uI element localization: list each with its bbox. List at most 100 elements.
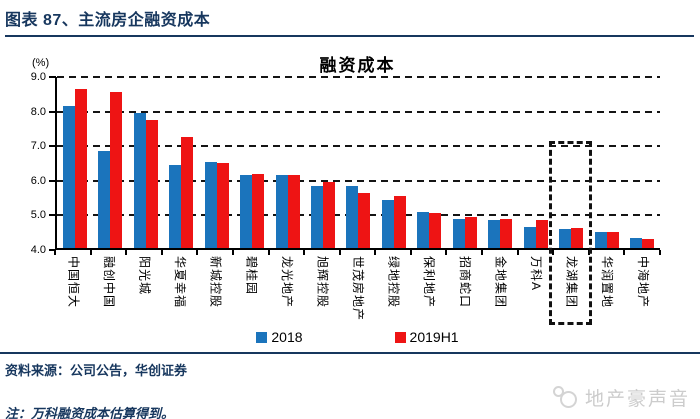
x-axis-tick-mark xyxy=(623,250,626,255)
legend-label: 2019H1 xyxy=(409,329,459,345)
bar-2019H1 xyxy=(535,220,548,248)
bar-group xyxy=(483,77,518,248)
footer: 资料来源：公司公告，华创证券 注：万科融资成本估算得到。 地产豪声音 xyxy=(0,354,700,419)
y-axis-tick-mark xyxy=(49,145,56,148)
x-axis-label: 华夏幸福 xyxy=(173,256,188,309)
bar-2019H1 xyxy=(181,137,194,248)
bar-2018 xyxy=(311,185,324,248)
x-axis-label-slot: 华夏幸福 xyxy=(162,256,198,330)
x-axis-tick-mark xyxy=(516,250,519,255)
figure-title: 图表 87、主流房企融资成本 xyxy=(5,12,211,29)
x-axis-tick-mark xyxy=(160,250,163,255)
legend-item-2018: 2018 xyxy=(256,329,303,345)
y-axis-tick-label: 4.0 xyxy=(30,244,46,256)
x-axis-label: 世茂房地产 xyxy=(351,256,366,322)
x-axis-label: 中海地产 xyxy=(635,256,650,309)
bar-group xyxy=(447,77,482,248)
bar-group xyxy=(199,77,234,248)
x-axis-label: 碧桂园 xyxy=(244,256,259,296)
bar-2019H1 xyxy=(323,182,336,248)
bar-2019H1 xyxy=(252,173,265,248)
x-axis-label-slot: 世茂房地产 xyxy=(340,256,376,330)
bar-group xyxy=(554,77,589,248)
legend-item-2019H1: 2019H1 xyxy=(394,329,459,345)
x-axis-label-slot: 招商蛇口 xyxy=(447,256,483,330)
bar-2019H1 xyxy=(393,196,406,248)
bar-2018 xyxy=(204,161,217,248)
x-axis-label: 新城控股 xyxy=(208,256,223,309)
y-axis-tick-label: 9.0 xyxy=(30,71,46,83)
bar-2018 xyxy=(98,151,111,248)
x-axis-tick-mark xyxy=(231,250,234,255)
header-divider xyxy=(5,35,694,37)
x-axis-label-slot: 保利地产 xyxy=(411,256,447,330)
x-axis-label: 融创中国 xyxy=(101,256,116,309)
x-axis-label-slot: 碧桂园 xyxy=(233,256,269,330)
bar-2018 xyxy=(630,237,643,248)
x-axis-tick-mark xyxy=(445,250,448,255)
bar-groups xyxy=(57,77,660,248)
x-axis-label-slot: 旭辉控股 xyxy=(304,256,340,330)
x-axis-tick-mark xyxy=(338,250,341,255)
bar-group xyxy=(625,77,660,248)
y-axis-tick-label: 5.0 xyxy=(30,209,46,222)
gridline xyxy=(57,110,660,113)
bar-2019H1 xyxy=(74,88,87,248)
bar-2018 xyxy=(133,113,146,248)
x-axis-label-slot: 龙光地产 xyxy=(269,256,305,330)
x-axis-tick-mark xyxy=(587,250,590,255)
x-axis-label: 万科A xyxy=(529,256,544,292)
x-axis-label-slot: 龙湖集团 xyxy=(553,256,589,330)
x-axis-label-slot: 金地集团 xyxy=(482,256,518,330)
bar-2019H1 xyxy=(429,213,442,248)
y-axis-tick-mark xyxy=(49,179,56,182)
x-axis-labels: 中国恒大 融创中国 阳光城 华夏幸福 新城控股 碧桂园 龙光地产 旭辉控股 世茂房地产 绿地控股 保… xyxy=(55,256,660,330)
watermark-logo-icon xyxy=(552,385,579,410)
bar-2019H1 xyxy=(145,120,158,248)
watermark: 地产豪声音 xyxy=(552,384,690,411)
y-axis-tick-mark xyxy=(49,76,56,78)
y-axis-tick-label: 8.0 xyxy=(30,105,46,118)
highlight-dashed-box xyxy=(549,141,592,325)
x-axis-label-slot: 中海地产 xyxy=(625,256,661,330)
x-axis-label: 旭辉控股 xyxy=(315,256,330,309)
bar-2018 xyxy=(62,106,75,248)
y-axis-unit-label: (%) xyxy=(32,57,50,69)
bar-2018 xyxy=(452,218,465,248)
bar-group xyxy=(589,77,624,248)
legend: 2018 2019H1 xyxy=(55,329,660,345)
x-axis-label: 龙光地产 xyxy=(279,256,294,309)
bar-2019H1 xyxy=(464,216,477,248)
x-axis-tick-mark xyxy=(89,250,92,255)
bar-group xyxy=(128,77,163,248)
y-axis-tick-mark xyxy=(49,110,56,113)
bar-2019H1 xyxy=(606,232,619,248)
x-axis-tick-mark xyxy=(481,250,484,255)
x-axis-label: 华润置地 xyxy=(600,256,615,309)
legend-swatch xyxy=(394,331,406,343)
x-axis-label: 招商蛇口 xyxy=(457,256,472,309)
x-axis-label: 金地集团 xyxy=(493,256,508,309)
bar-group xyxy=(92,77,127,248)
bar-2019H1 xyxy=(358,192,371,248)
bar-2019H1 xyxy=(500,218,513,248)
bar-2019H1 xyxy=(287,175,300,248)
legend-swatch xyxy=(256,331,268,343)
bar-2019H1 xyxy=(110,92,123,248)
bar-group xyxy=(376,77,411,248)
watermark-text: 地产豪声音 xyxy=(584,389,690,410)
x-axis-tick-mark xyxy=(267,250,270,255)
bar-group xyxy=(305,77,340,248)
bar-group xyxy=(412,77,447,248)
bar-group xyxy=(163,77,198,248)
bar-2018 xyxy=(240,175,253,248)
legend-label: 2018 xyxy=(271,329,303,345)
x-axis-label: 中国恒大 xyxy=(66,256,81,309)
source-text: 资料来源：公司公告，华创证券 xyxy=(5,363,188,378)
x-axis-tick-mark xyxy=(54,250,56,255)
bar-2018 xyxy=(488,220,501,248)
x-axis-label-slot: 中国恒大 xyxy=(55,256,91,330)
x-axis-tick-mark xyxy=(374,250,377,255)
x-axis-tick-mark xyxy=(659,250,661,255)
gridline xyxy=(57,76,660,78)
